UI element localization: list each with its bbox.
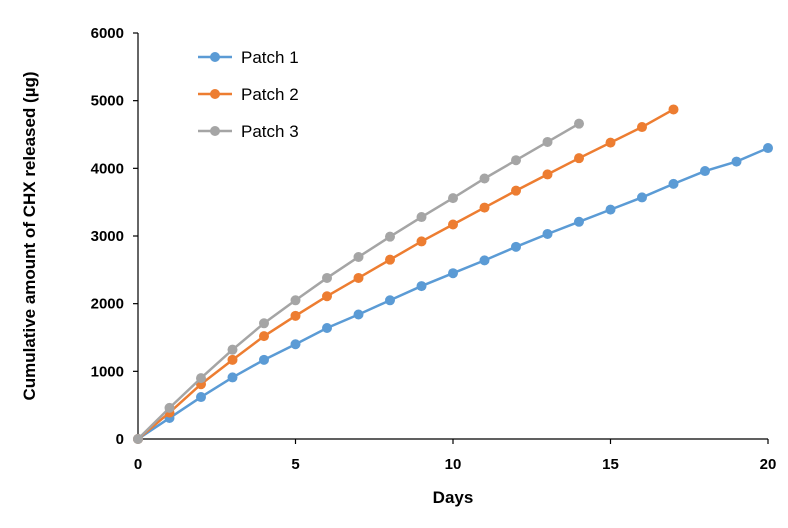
data-point	[353, 272, 364, 283]
data-point	[479, 255, 490, 266]
data-point	[763, 143, 773, 154]
data-point	[196, 373, 206, 384]
data-point	[479, 173, 490, 184]
series-line	[137, 146, 769, 441]
data-point	[133, 434, 143, 444]
x-tick-label: 5	[291, 456, 299, 473]
data-point	[511, 185, 521, 196]
data-point	[700, 166, 710, 177]
data-point	[227, 372, 238, 383]
data-point	[290, 310, 301, 321]
series-3	[133, 118, 584, 444]
data-point	[322, 272, 332, 283]
data-point	[542, 228, 553, 239]
data-point	[416, 281, 427, 292]
y-tick-label: 0	[116, 431, 124, 448]
data-point	[637, 122, 647, 133]
data-point	[416, 212, 427, 223]
legend-marker	[210, 52, 220, 62]
data-point	[448, 219, 458, 230]
series-layer	[133, 104, 773, 444]
legend: Patch 1 Patch 2 Patch 3	[198, 48, 299, 141]
data-point	[605, 137, 616, 148]
legend-label: Patch 1	[241, 48, 299, 67]
data-point	[574, 153, 584, 164]
data-point	[385, 254, 395, 265]
data-point	[227, 344, 238, 355]
y-tick-label: 2000	[91, 296, 124, 313]
data-point	[511, 155, 521, 166]
data-point	[290, 339, 301, 350]
data-point	[637, 192, 647, 203]
data-point	[322, 291, 332, 302]
y-tick-label: 4000	[91, 160, 124, 177]
data-point	[416, 236, 427, 247]
x-axis-title: Days	[433, 488, 474, 507]
data-point	[542, 136, 553, 147]
y-tick-label: 1000	[91, 363, 124, 380]
data-point	[353, 309, 364, 320]
legend-label: Patch 3	[241, 122, 299, 141]
y-axis-title: Cumulative amount of CHX released (µg)	[20, 71, 39, 400]
data-point	[196, 392, 206, 403]
data-point	[542, 169, 553, 180]
x-tick-label: 20	[760, 456, 777, 473]
data-point	[322, 323, 332, 334]
data-point	[259, 354, 269, 365]
data-point	[668, 104, 679, 115]
x-tick-label: 10	[445, 456, 462, 473]
tick-group: 0 1000 2000 3000 4000 5000 6000 0 5 10 15 20	[91, 25, 777, 473]
data-point	[668, 178, 679, 189]
series-1	[133, 143, 773, 444]
data-point	[385, 231, 395, 242]
data-point	[448, 268, 458, 279]
x-tick-label: 0	[134, 456, 142, 473]
data-point	[479, 202, 490, 213]
data-point	[290, 295, 301, 306]
data-point	[385, 295, 395, 306]
data-point	[605, 204, 616, 215]
data-point	[164, 402, 175, 413]
data-point	[511, 241, 521, 252]
data-point	[448, 193, 458, 204]
data-point	[227, 354, 238, 365]
y-tick-label: 3000	[91, 228, 124, 245]
x-tick-label: 15	[602, 456, 619, 473]
data-point	[259, 331, 269, 342]
y-tick-label: 6000	[91, 25, 124, 42]
legend-item: Patch 2	[198, 85, 299, 104]
legend-item: Patch 1	[198, 48, 299, 67]
legend-item: Patch 3	[198, 122, 299, 141]
legend-marker	[210, 89, 220, 99]
data-point	[574, 118, 584, 129]
data-point	[574, 216, 584, 227]
data-point	[259, 318, 269, 329]
data-point	[353, 251, 364, 262]
data-point	[731, 156, 742, 167]
series-line	[137, 108, 675, 440]
series-2	[133, 104, 679, 444]
legend-label: Patch 2	[241, 85, 299, 104]
legend-marker	[210, 126, 220, 136]
y-tick-label: 5000	[91, 93, 124, 110]
